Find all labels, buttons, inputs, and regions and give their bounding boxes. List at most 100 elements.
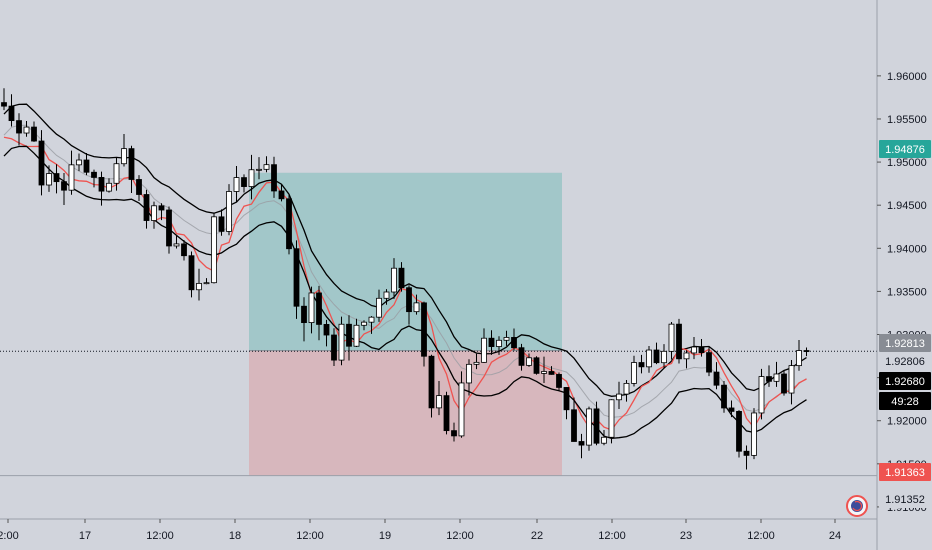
- price-label-background: [879, 372, 931, 390]
- price-label-background: [879, 334, 931, 352]
- candle-down: [743, 450, 750, 456]
- price-label-background: [879, 463, 931, 481]
- candle-down: [398, 267, 405, 289]
- candle-down: [533, 357, 540, 374]
- candle-down: [316, 292, 322, 325]
- candle-up: [353, 324, 360, 347]
- price-label-text: 1.94876: [885, 144, 925, 156]
- price-tick-label: 1.95500: [887, 114, 927, 126]
- price-label: 1.92806: [879, 352, 931, 370]
- candle-up: [76, 159, 82, 166]
- candle-up: [23, 126, 30, 134]
- candle-up: [436, 395, 442, 409]
- candle-down: [301, 305, 307, 324]
- candle-down: [653, 349, 660, 364]
- price-label-background: [879, 490, 931, 508]
- candle-up: [308, 292, 315, 324]
- candle-up: [661, 350, 667, 364]
- candle-up: [226, 191, 232, 232]
- candle-down: [346, 323, 352, 347]
- price-label-background: [879, 140, 931, 158]
- time-tick-label: 24: [829, 530, 841, 542]
- time-tick-label: 17: [79, 530, 91, 542]
- time-ticks: 2:00 17 12:00 18 12:00 19 12:00 22 12:00 23 12:00 2…: [0, 519, 841, 542]
- price-label-text: 1.92680: [885, 376, 925, 388]
- candle-down: [443, 395, 450, 432]
- candle-up: [608, 399, 615, 438]
- time-tick-label: 12:00: [296, 530, 324, 542]
- candle-up: [361, 321, 367, 326]
- candle-up: [481, 337, 487, 363]
- price-label-text: 1.92806: [885, 356, 925, 368]
- candle-down: [638, 362, 645, 368]
- price-label-background: [879, 392, 931, 410]
- candle-down: [421, 302, 427, 357]
- candle-down: [38, 140, 45, 186]
- candle-up: [256, 168, 262, 171]
- candle-down: [698, 346, 705, 354]
- candle-down: [571, 409, 577, 442]
- candle-up: [211, 216, 217, 284]
- candle-down: [511, 337, 517, 349]
- candle-down: [241, 177, 247, 187]
- candle-up: [788, 365, 795, 394]
- candle-up: [46, 173, 52, 186]
- candle-up: [601, 436, 607, 444]
- candle-up: [391, 267, 397, 293]
- candle-down: [518, 347, 525, 366]
- candle-down: [31, 126, 37, 142]
- candle-down: [166, 209, 172, 247]
- candle-up: [623, 382, 630, 395]
- price-tick-label: 1.94000: [887, 243, 927, 255]
- candle-down: [158, 205, 165, 211]
- candle-down: [286, 198, 292, 250]
- time-tick-label: 18: [229, 530, 241, 542]
- ma-line-4: [3, 145, 807, 440]
- candle-down: [331, 334, 337, 361]
- candle-up: [473, 361, 480, 365]
- replay-icon[interactable]: [846, 495, 868, 517]
- candle-up: [631, 362, 637, 384]
- candle-down: [766, 376, 772, 382]
- price-label-text: 1.91352: [885, 494, 925, 506]
- candle-down: [53, 173, 60, 183]
- candle-down: [8, 105, 15, 122]
- candle-up: [496, 339, 502, 347]
- price-tick-label: 1.93500: [887, 286, 927, 298]
- price-label: 1.92813: [879, 334, 931, 352]
- candle-up: [668, 323, 675, 352]
- candle-up: [263, 164, 270, 170]
- candle-down: [706, 352, 712, 373]
- time-tick-label: 12:00: [446, 530, 474, 542]
- moving-averages: [3, 103, 807, 440]
- candle-up: [383, 291, 390, 299]
- candle-down: [278, 190, 285, 200]
- candle-down: [98, 177, 105, 192]
- candlesticks: [1, 88, 810, 470]
- candle-down: [136, 179, 142, 195]
- candle-down: [323, 324, 330, 336]
- candle-up: [413, 302, 420, 313]
- price-label-text: 49:28: [891, 396, 919, 408]
- candle-up: [338, 323, 345, 361]
- candle-down: [803, 350, 810, 352]
- loss-zone: [249, 350, 562, 476]
- time-tick-label: 23: [680, 530, 692, 542]
- time-tick-label: 12:00: [598, 530, 626, 542]
- candle-up: [503, 337, 510, 341]
- time-tick-label: 2:00: [0, 530, 19, 542]
- candle-down: [556, 374, 562, 388]
- price-axis-panel[interactable]: [877, 0, 932, 550]
- candle-down: [91, 171, 97, 178]
- price-label: 49:28: [879, 392, 931, 410]
- candle-down: [188, 255, 195, 291]
- candle-up: [586, 408, 592, 446]
- candle-up: [683, 352, 690, 360]
- price-label-text: 1.91363: [885, 467, 925, 479]
- candle-down: [721, 384, 727, 409]
- candle-up: [121, 148, 127, 165]
- candle-up: [466, 363, 472, 384]
- price-tick-label: 1.94500: [887, 200, 927, 212]
- candle-down: [128, 148, 135, 180]
